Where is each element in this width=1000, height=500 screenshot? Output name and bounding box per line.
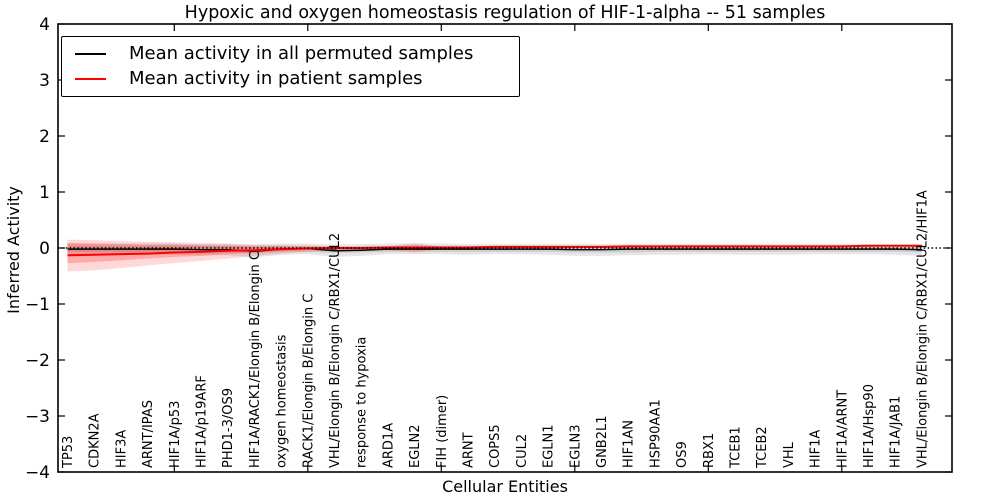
legend-label: Mean activity in patient samples	[129, 67, 423, 89]
x-tick-label: HIF1A/p19ARF	[195, 375, 210, 468]
y-tick-label: −2	[25, 351, 50, 371]
y-axis-label: Inferred Activity	[4, 186, 23, 314]
x-tick-label: ARNT	[462, 432, 477, 468]
x-tick-label: response to hypoxia	[355, 337, 370, 468]
x-tick-label: HIF3A	[114, 430, 129, 468]
x-axis-label: Cellular Entities	[442, 477, 568, 496]
x-tick-label: oxygen homeostasis	[275, 334, 290, 468]
chart-title: Hypoxic and oxygen homeostasis regulatio…	[184, 3, 826, 23]
x-tick-label: CUL2	[515, 434, 530, 468]
x-tick-label: COPS5	[488, 424, 503, 468]
x-tick-label: EGLN1	[542, 424, 557, 468]
permuted-mean-line	[67, 247, 922, 253]
legend-line-swatch	[75, 77, 106, 80]
x-tick-label: CDKN2A	[88, 413, 103, 468]
x-tick-label: HIF1A/JAB1	[889, 396, 904, 468]
x-tick-label: RACK1/Elongin B/Elongin C	[301, 294, 316, 468]
legend: Mean activity in all permuted samples Mea…	[61, 36, 520, 97]
x-tick-label: HIF1A/p53	[168, 401, 183, 468]
x-tick-label: PHD1-3/OS9	[221, 388, 236, 468]
x-tick-label: HIF1AN	[622, 420, 637, 468]
legend-entry: Mean activity in patient samples	[62, 67, 519, 89]
y-tick-label: −1	[25, 295, 50, 315]
x-tick-label: TP53	[61, 436, 76, 469]
x-tick-label: ARNT/IPAS	[141, 400, 156, 468]
x-tick-label: EGLN2	[408, 424, 423, 468]
y-tick-label: 2	[39, 127, 50, 147]
x-tick-label: EGLN3	[568, 424, 583, 468]
x-tick-label: HIF1A/RACK1/Elongin B/Elongin C	[248, 251, 263, 468]
x-tick-label: HIF1A/ARNT	[835, 390, 850, 468]
y-tick-label: −4	[25, 463, 50, 483]
legend-line-swatch	[75, 53, 106, 56]
y-tick-label: −3	[25, 407, 50, 427]
legend-entry: Mean activity in all permuted samples	[62, 45, 519, 63]
x-tick-label: TCEB1	[729, 426, 744, 469]
x-tick-label: VHL/Elongin B/Elongin C/RBX1/CUL2/HIF1A	[915, 190, 930, 468]
legend-label: Mean activity in all permuted samples	[129, 43, 474, 65]
x-tick-label: OS9	[675, 441, 690, 468]
x-tick-label: HSP90AA1	[648, 399, 663, 468]
patient-mean-line	[67, 244, 922, 257]
x-tick-label: RBX1	[702, 433, 717, 468]
y-tick-label: 0	[39, 239, 50, 259]
x-tick-label: VHL	[782, 441, 797, 468]
x-tick-label: ARD1A	[381, 423, 396, 468]
x-tick-label: GNB2L1	[595, 415, 610, 468]
y-tick-label: 4	[39, 15, 50, 35]
y-tick-label: 3	[39, 71, 50, 91]
x-tick-label: VHL/Elongin B/Elongin C/RBX1/CUL2	[328, 233, 343, 468]
x-tick-label: HIF1A	[809, 430, 824, 468]
x-tick-label: TCEB2	[755, 426, 770, 469]
x-tick-label: HIF1A/Hsp90	[862, 384, 877, 468]
x-tick-label: FIH (dimer)	[435, 395, 450, 468]
y-tick-label: 1	[39, 183, 50, 203]
